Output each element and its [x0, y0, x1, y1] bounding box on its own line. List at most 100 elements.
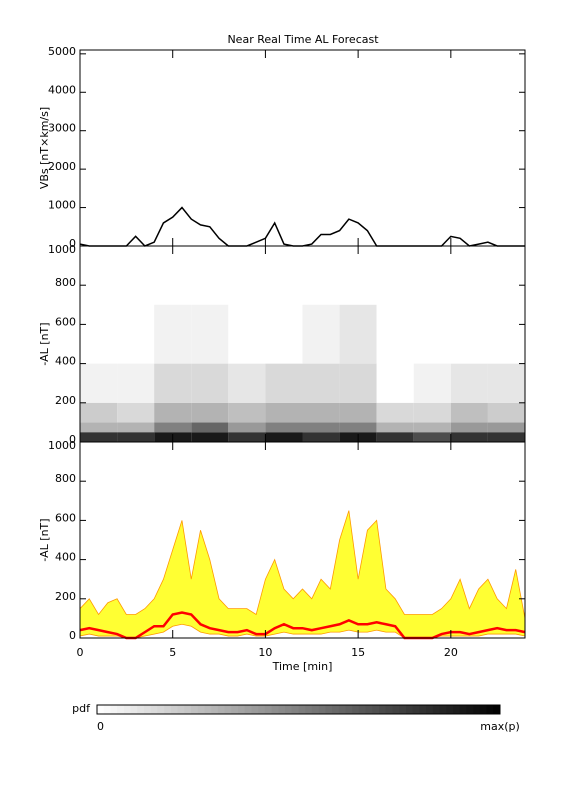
heat-cell [117, 304, 155, 364]
colorbar-step [399, 705, 407, 714]
colorbar-step [278, 705, 286, 714]
y-tick-label: 1000 [48, 199, 76, 212]
x-tick-label: 5 [169, 646, 176, 659]
heat-cell [265, 432, 303, 442]
colorbar-step [258, 705, 266, 714]
y-tick-label: 2000 [48, 160, 76, 173]
heat-cell [413, 304, 451, 364]
x-tick-label: 10 [258, 646, 272, 659]
colorbar-step [164, 705, 172, 714]
colorbar-step [392, 705, 400, 714]
y-axis-label: VBs [nT×km/s] [38, 107, 51, 189]
colorbar-frame [96, 704, 501, 715]
heat-cell [80, 402, 118, 423]
colorbar-step [103, 705, 111, 714]
heat-cell [154, 422, 192, 433]
heat-cell [265, 402, 303, 423]
heat-cell [117, 402, 155, 423]
heat-cell [228, 304, 266, 364]
y-tick-label: 800 [55, 472, 76, 485]
colorbar-step [325, 705, 333, 714]
heat-cell [154, 363, 192, 403]
colorbar-step [298, 705, 306, 714]
heat-cell [265, 363, 303, 403]
colorbar-step [352, 705, 360, 714]
heat-cell [302, 432, 340, 442]
colorbar-step [251, 705, 259, 714]
heat-cell [450, 402, 488, 423]
heat-cell [154, 304, 192, 364]
colorbar-step [338, 705, 347, 714]
colorbar-step [379, 705, 387, 714]
colorbar-tick-label: max(p) [480, 720, 520, 733]
chart-title: Near Real Time AL Forecast [227, 33, 379, 46]
heat-cell [80, 432, 118, 442]
colorbar-step [459, 705, 467, 714]
heat-cell [339, 363, 377, 403]
y-tick-label: 0 [69, 237, 76, 250]
heat-cell [117, 432, 155, 442]
colorbar-step [137, 705, 145, 714]
colorbar-step [332, 705, 340, 714]
colorbar-step [432, 705, 441, 714]
heat-cell [376, 402, 414, 423]
plot-frame [79, 49, 526, 247]
heat-cell [191, 422, 229, 433]
heat-cell [450, 304, 488, 364]
colorbar-step [385, 705, 394, 714]
x-axis-label: Time [min] [272, 660, 333, 673]
heat-cell [413, 402, 451, 423]
colorbar-step [318, 705, 326, 714]
colorbar-step [291, 705, 299, 714]
heat-cell [487, 402, 525, 423]
colorbar-step [184, 705, 192, 714]
y-tick-label: 4000 [48, 83, 76, 96]
y-tick-label: 200 [55, 590, 76, 603]
y-axis-label: -AL [nT] [38, 322, 51, 365]
colorbar-step [405, 705, 414, 714]
colorbar-step [244, 705, 252, 714]
colorbar-step [170, 705, 179, 714]
heat-cell [376, 304, 414, 364]
heat-cell [228, 363, 266, 403]
heat-cell [154, 402, 192, 423]
y-tick-label: 400 [55, 355, 76, 368]
colorbar-step [345, 705, 353, 714]
heat-cell [191, 304, 229, 364]
colorbar-step [426, 705, 434, 714]
colorbar-step [271, 705, 279, 714]
colorbar-step [224, 705, 232, 714]
heat-cell [191, 402, 229, 423]
colorbar-step [305, 705, 313, 714]
colorbar-step [466, 705, 474, 714]
colorbar-label: pdf [72, 702, 91, 715]
colorbar-step [439, 705, 447, 714]
colorbar-step [97, 705, 105, 714]
colorbar-step [211, 705, 219, 714]
y-tick-label: 1000 [48, 439, 76, 452]
heat-cell [265, 422, 303, 433]
colorbar-step [231, 705, 239, 714]
y-axis-label: -AL [nT] [38, 518, 51, 561]
colorbar-step [285, 705, 293, 714]
heat-cell [117, 422, 155, 433]
heat-cell [413, 432, 451, 442]
colorbar-step [110, 705, 118, 714]
colorbar-step [479, 705, 488, 714]
heat-cell [376, 422, 414, 433]
upper-line [79, 510, 526, 619]
colorbar-step [150, 705, 158, 714]
heat-cell [302, 402, 340, 423]
x-tick-label: 0 [77, 646, 84, 659]
heat-cell [450, 363, 488, 403]
heat-cell [228, 402, 266, 423]
heat-cell [450, 432, 488, 442]
y-tick-label: 600 [55, 315, 76, 328]
y-tick-label: 200 [55, 394, 76, 407]
y-tick-label: 3000 [48, 122, 76, 135]
colorbar-step [365, 705, 373, 714]
y-tick-label: 0 [69, 629, 76, 642]
colorbar-step [217, 705, 226, 714]
colorbar-tick-label: 0 [97, 720, 104, 733]
